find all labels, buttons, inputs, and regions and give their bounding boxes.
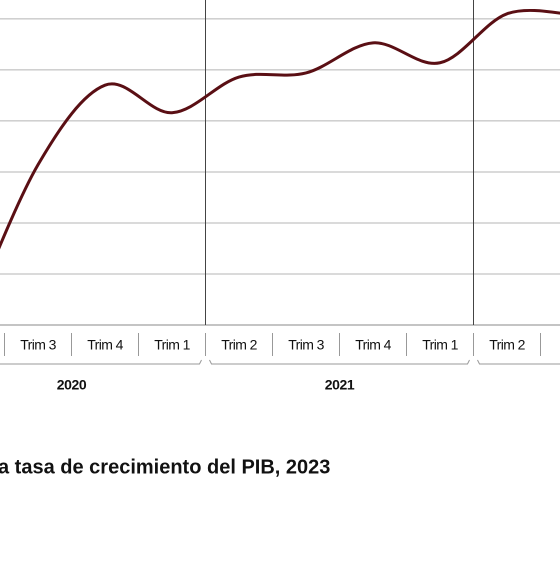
year-bracket	[477, 359, 560, 365]
x-tick-label: Trim 2	[221, 337, 257, 353]
chart-subtitle: a tasa de crecimiento del PIB, 2023	[0, 456, 330, 478]
x-tick-label: Trim 4	[355, 337, 391, 353]
year-label: 2021	[325, 377, 355, 393]
year-bracket	[209, 359, 470, 365]
x-tick-label: Trim 3	[20, 337, 56, 353]
year-bracket	[0, 359, 202, 365]
x-tick-label: Trim 3	[288, 337, 324, 353]
x-tick-label: Trim 2	[489, 337, 525, 353]
x-tick-label: Trim 1	[154, 337, 190, 353]
line	[0, 8, 560, 250]
year-label: 2020	[57, 377, 87, 393]
x-tick-label: Trim 4	[87, 337, 123, 353]
x-tick-label: Trim 1	[422, 337, 458, 353]
